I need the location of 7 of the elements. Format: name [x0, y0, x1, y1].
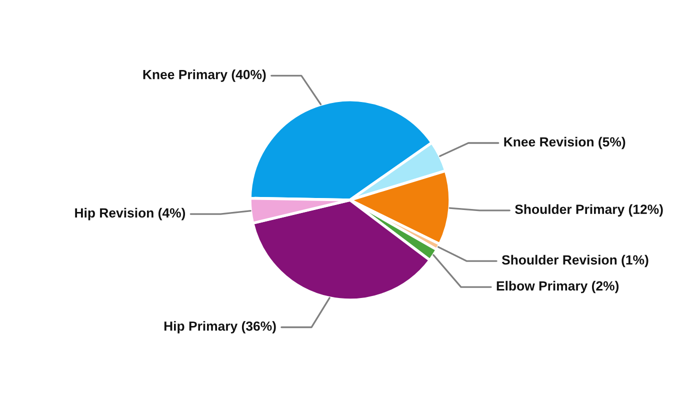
slice-label: Knee Revision (5%)	[504, 136, 626, 150]
slice-label: Shoulder Primary (12%)	[515, 204, 663, 217]
slice-label: Knee Primary (40%)	[143, 70, 266, 82]
slice-label: Shoulder Revision (1%)	[502, 254, 648, 268]
slice-label: Elbow Primary (2%)	[496, 280, 619, 294]
slice-label: Hip Revision (4%)	[75, 208, 186, 220]
slice-label: Hip Primary (36%)	[164, 321, 276, 334]
